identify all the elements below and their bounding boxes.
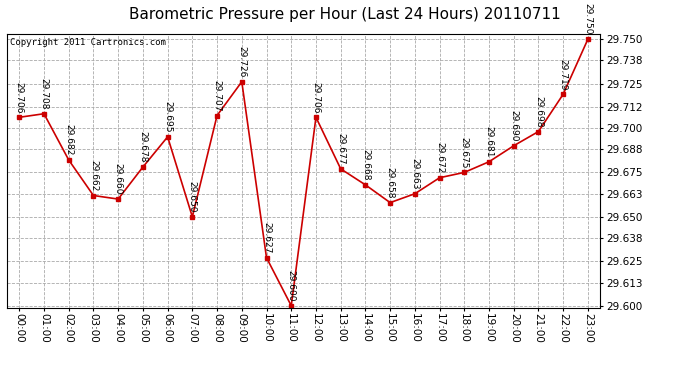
Text: 29.708: 29.708 — [39, 78, 48, 110]
Text: Copyright 2011 Cartronics.com: Copyright 2011 Cartronics.com — [10, 38, 166, 47]
Text: 29.690: 29.690 — [509, 110, 518, 142]
Text: Barometric Pressure per Hour (Last 24 Hours) 20110711: Barometric Pressure per Hour (Last 24 Ho… — [129, 8, 561, 22]
Text: 29.698: 29.698 — [534, 96, 543, 128]
Text: 29.662: 29.662 — [89, 160, 98, 191]
Text: 29.672: 29.672 — [435, 142, 444, 174]
Text: 29.719: 29.719 — [559, 58, 568, 90]
Text: 29.681: 29.681 — [484, 126, 493, 158]
Text: 29.660: 29.660 — [114, 164, 123, 195]
Text: 29.668: 29.668 — [361, 149, 370, 181]
Text: 29.678: 29.678 — [139, 131, 148, 163]
Text: 29.726: 29.726 — [237, 46, 246, 78]
Text: 29.677: 29.677 — [336, 133, 345, 165]
Text: 29.750: 29.750 — [584, 3, 593, 35]
Text: 29.627: 29.627 — [262, 222, 271, 254]
Text: 29.707: 29.707 — [213, 80, 221, 111]
Text: 29.650: 29.650 — [188, 181, 197, 213]
Text: 29.658: 29.658 — [386, 167, 395, 198]
Text: 29.682: 29.682 — [64, 124, 73, 156]
Text: 29.706: 29.706 — [311, 82, 320, 113]
Text: 29.675: 29.675 — [460, 137, 469, 168]
Text: 29.600: 29.600 — [287, 270, 296, 302]
Text: 29.695: 29.695 — [163, 101, 172, 133]
Text: 29.663: 29.663 — [411, 158, 420, 190]
Text: 29.706: 29.706 — [14, 82, 23, 113]
